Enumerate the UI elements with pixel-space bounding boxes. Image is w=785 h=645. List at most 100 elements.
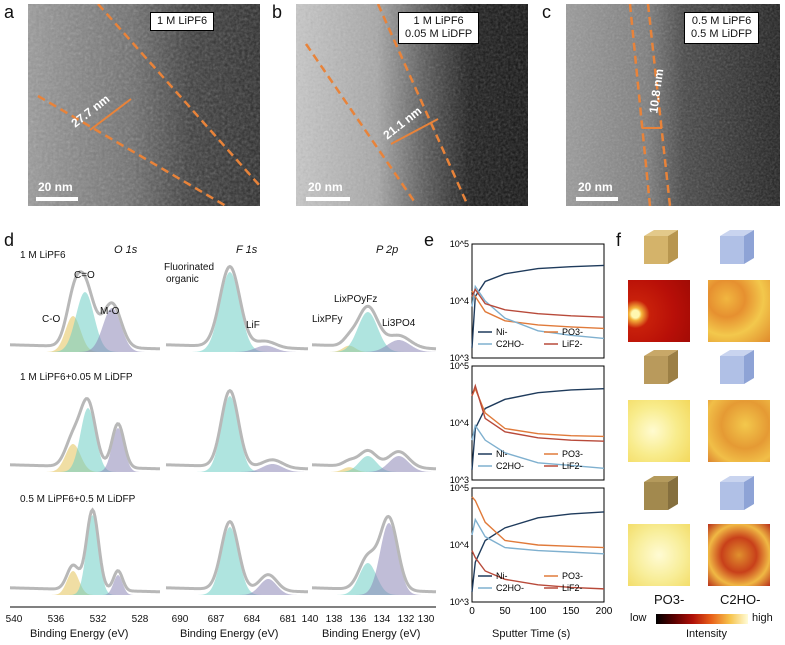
f-tick-2: 687 [207, 614, 225, 625]
xps-peak-r2-c2-2 [166, 464, 308, 472]
tof-frame-2 [471, 365, 605, 481]
tof-ytick-2-3: 10^3 [450, 475, 469, 485]
tof-series-1-PO3- [471, 290, 605, 330]
tof-legend-label-3-4: LiF2- [562, 583, 583, 593]
tof-series-3-Ni- [471, 511, 605, 593]
tof-legend-label-2-2: PO3- [562, 449, 583, 459]
xps-envelope-r3-c3 [311, 514, 437, 594]
xps-peak-r3-c2-2 [166, 579, 308, 595]
xps-envelope-r2-c3 [311, 448, 437, 471]
peak-label-lixpf: LixPFy [312, 314, 343, 325]
tem-texture-a [28, 4, 260, 206]
tof-ytick-1-3: 10^3 [450, 353, 469, 363]
p-tick-5: 132 [397, 614, 415, 625]
cube-c2ho-2 [720, 350, 754, 384]
tof-series-2-PO3- [471, 386, 605, 438]
tem-a-scale-text: 20 nm [38, 180, 73, 194]
xps-peak-r2-c1-2 [10, 408, 160, 472]
tof-ytick-3-2: 10^4 [450, 540, 469, 550]
o-xlabel: Binding Energy (eV) [30, 628, 129, 640]
tof-series-3-PO3- [471, 496, 605, 549]
colorbar-low: low [630, 612, 647, 624]
xps-spectra [9, 264, 437, 608]
cube-po3-3 [644, 476, 678, 510]
tof-xtick-3: 100 [530, 606, 547, 617]
tof-series-2-C2HO- [471, 423, 605, 470]
f-xlabel: Binding Energy (eV) [180, 628, 279, 640]
tof-legend-label-2-4: LiF2- [562, 461, 583, 471]
o-tick-2: 536 [47, 614, 65, 625]
colorbar-high: high [752, 612, 773, 624]
tof-sims-plots: 10^5 10^4 10^3 Ni- PO3- C2HO- LiF2- 10^5 10^4 10^… [450, 240, 612, 617]
o-tick-3: 532 [89, 614, 107, 625]
tem-c-label-1: 0.5 M LiPF6 [691, 15, 752, 27]
p-xlabel: Binding Energy (eV) [322, 628, 421, 640]
tem-a-label: 1 M LiPF6 [157, 15, 208, 27]
xps-peak-r1-c1-3 [10, 308, 160, 352]
tof-legend-label-1-3: C2HO- [496, 339, 524, 349]
xps-peak-r3-c3-2 [312, 523, 436, 595]
peak-label-fluor-1: Fluorinated [164, 262, 215, 273]
xps-envelope-r3-c1 [9, 507, 161, 594]
tof-frame-3 [471, 487, 605, 603]
tof-legend-label-2-1: Ni- [496, 449, 508, 459]
cube-c2ho-3 [720, 476, 754, 510]
map-label-c2ho: C2HO- [720, 592, 761, 607]
xps-peak-r1-c3-3 [312, 340, 436, 352]
tem-c-label-box: 0.5 M LiPF6 0.5 M LiDFP [684, 12, 760, 44]
tem-image-b: 1 M LiPF6 0.05 M LiDFP 21.1 nm 20 nm [296, 4, 528, 206]
panel-label-c: c [542, 2, 551, 22]
map-po3-2 [628, 400, 690, 462]
tof-legend-label-3-2: PO3- [562, 571, 583, 581]
tof-frame-1 [471, 243, 605, 359]
p-tick-6: 130 [417, 614, 435, 625]
tem-b-scale-text: 20 nm [308, 180, 343, 194]
xps-peak-r2-c3-1 [312, 467, 436, 472]
tof-legend-label-1-4: LiF2- [562, 339, 583, 349]
tem-c-label-2: 0.5 M LiDFP [691, 28, 753, 40]
tof-series-1-C2HO- [471, 284, 605, 340]
xps-header-p: P 2p [376, 244, 399, 256]
tof-ytick-3-3: 10^3 [450, 597, 469, 607]
p-tick-3: 136 [349, 614, 367, 625]
xps-row-label-3: 0.5 M LiPF6+0.5 M LiDFP [20, 494, 136, 505]
tof-legend-label-1-1: Ni- [496, 327, 508, 337]
xps-peak-r1-c3-2 [312, 312, 436, 352]
f-tick-4: 681 [279, 614, 297, 625]
xps-envelope-r2-c2 [165, 388, 309, 471]
map-po3-3 [628, 524, 690, 586]
p-tick-4: 134 [373, 614, 391, 625]
f-tick-3: 684 [243, 614, 261, 625]
xps-peak-r1-c2-1 [166, 272, 308, 352]
xps-envelope-r1-c2 [165, 264, 309, 351]
peak-label-lif: LiF [246, 320, 260, 331]
f-tick-1: 690 [171, 614, 189, 625]
xps-header-f: F 1s [236, 244, 258, 256]
p-tick-2: 138 [325, 614, 343, 625]
xps-envelope-r3-c2 [165, 519, 309, 594]
xps-envelope-r1-c3 [311, 304, 437, 351]
tof-legend-label-2-3: C2HO- [496, 461, 524, 471]
colorbar [656, 614, 748, 624]
tof-ytick-3-1: 10^5 [450, 483, 469, 493]
colorbar-label: Intensity [686, 628, 727, 640]
tof-legend-label-1-2: PO3- [562, 327, 583, 337]
panel-label-b: b [272, 2, 283, 22]
tof-xtick-4: 150 [563, 606, 580, 617]
tem-image-a: 1 M LiPF6 27.7 nm 20 nm [28, 4, 260, 206]
tof-ytick-2-2: 10^4 [450, 418, 469, 428]
peak-label-fluor-2: organic [166, 274, 199, 285]
xps-peak-r2-c3-3 [312, 456, 436, 472]
tof-ytick-1-1: 10^5 [450, 240, 469, 249]
map-label-po3: PO3- [654, 592, 685, 607]
tof-series-2-Ni- [471, 387, 605, 471]
tof-xlabel: Sputter Time (s) [492, 628, 571, 640]
xps-peak-r2-c3-2 [312, 456, 436, 472]
tof-series-2-LiF2- [471, 383, 605, 442]
xps-envelope-r2-c1 [9, 397, 161, 471]
tof-legend-label-3-3: C2HO- [496, 583, 524, 593]
o-tick-4: 528 [131, 614, 149, 625]
xps-row-label-1: 1 M LiPF6 [20, 250, 66, 261]
tof-ytick-1-2: 10^4 [450, 296, 469, 306]
peak-label-ceo: C=O [74, 270, 95, 281]
